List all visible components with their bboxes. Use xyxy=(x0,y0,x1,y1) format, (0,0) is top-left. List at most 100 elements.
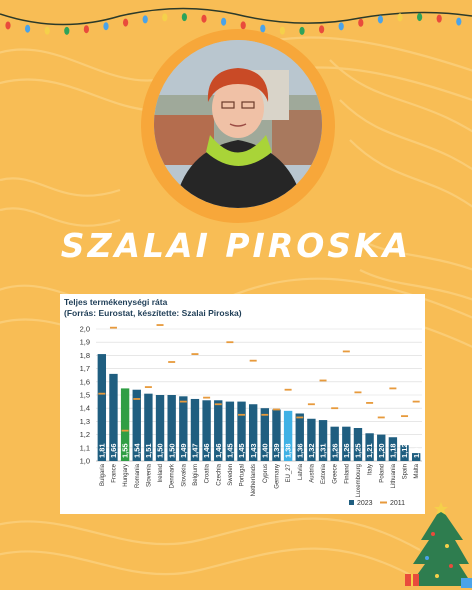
x-tick-label: Croatia xyxy=(205,463,211,483)
x-tick-label: Finland xyxy=(344,464,350,484)
x-tick-label: Sweden xyxy=(228,464,234,486)
light-bulb-icon xyxy=(279,26,285,35)
x-tick-label: Portugal xyxy=(240,464,246,486)
bar-czechia xyxy=(214,400,223,461)
x-tick-label: Germany xyxy=(274,464,280,489)
marker-2011-slovenia xyxy=(144,386,152,388)
bar-value-label: 1,20 xyxy=(377,443,386,458)
bar-italy xyxy=(365,433,374,461)
x-tick-label: Luxembourg xyxy=(356,464,362,497)
light-bulb-icon xyxy=(358,18,364,27)
bar-value-label: 1,55 xyxy=(121,443,130,458)
bar-value-label: 1,46 xyxy=(214,443,223,458)
bar-eu-27 xyxy=(283,410,293,461)
bar-value-label: 1,81 xyxy=(97,443,106,458)
x-tick-label: Slovenia xyxy=(146,463,152,487)
light-bulb-icon xyxy=(319,25,325,34)
bar-luxembourg xyxy=(353,428,363,461)
chart-card: 2,0 1,9 1,8 1,7 1,6 1,5 1,4 1,3 1,2 1,1 1,0 1,81 1,… xyxy=(60,294,425,514)
bar-germany xyxy=(272,409,281,461)
x-tick-label: Lithuania xyxy=(391,463,397,488)
y-tick-label: 1,2 xyxy=(80,430,90,439)
marker-2011-estonia xyxy=(319,379,327,382)
light-bulb-icon xyxy=(417,13,423,22)
x-tick-label: France xyxy=(111,463,117,482)
chart-title: Teljes termékenységi ráta xyxy=(64,297,168,307)
light-bulb-icon xyxy=(201,14,207,23)
bar-latvia xyxy=(295,413,304,461)
bar-value-label: 1,25 xyxy=(354,443,363,458)
bar-belgium xyxy=(190,398,200,461)
bar-portugal xyxy=(237,401,246,461)
light-bulb-icon xyxy=(5,21,11,30)
light-bulb-icon xyxy=(240,21,246,30)
x-tick-label: Austria xyxy=(309,463,315,482)
string-lights-decoration xyxy=(0,7,472,35)
bar-finland xyxy=(342,426,351,461)
light-bulb-icon xyxy=(162,13,168,22)
marker-2011-latvia xyxy=(296,416,304,419)
bar-croatia xyxy=(202,400,211,461)
y-tick-label: 2,0 xyxy=(80,325,90,334)
bar-value-label: 1,39 xyxy=(272,443,281,458)
x-tick-label: Cyprus xyxy=(263,464,269,483)
y-tick-label: 1,4 xyxy=(80,404,90,413)
bar-france xyxy=(109,373,118,461)
light-bulb-icon xyxy=(299,26,305,35)
bar-value-label: 1,12 xyxy=(400,443,409,458)
marker-2011-ireland xyxy=(156,324,164,326)
marker-2011-romania xyxy=(133,398,141,400)
light-bulb-icon xyxy=(83,25,89,34)
bar-netherlands xyxy=(248,404,258,461)
marker-2011-bulgaria xyxy=(98,392,106,395)
x-tick-label: Latvia xyxy=(298,463,304,480)
marker-2011-hungary xyxy=(121,429,129,432)
light-bulb-icon xyxy=(103,22,109,31)
marker-2011-spain xyxy=(401,415,409,418)
y-tick-label: 1,1 xyxy=(80,443,90,452)
x-tick-label: Czechia xyxy=(216,463,222,485)
bar-romania xyxy=(132,389,141,461)
light-bulb-icon xyxy=(142,15,148,24)
x-tick-label: Malta xyxy=(414,463,420,478)
bar-slovenia xyxy=(144,393,153,461)
y-tick-label: 1,6 xyxy=(80,377,90,386)
light-bulb-icon xyxy=(456,17,462,26)
bar-poland xyxy=(377,434,386,461)
light-bulb-icon xyxy=(181,13,187,22)
marker-2011-cyprus xyxy=(261,413,269,416)
bar-ireland xyxy=(155,395,165,461)
bar-value-label: 1,38 xyxy=(284,443,293,458)
bar-estonia xyxy=(318,420,328,461)
bar-malta xyxy=(411,453,421,461)
marker-2011-belgium xyxy=(191,353,199,355)
bar-spain xyxy=(400,445,409,461)
light-bulb-icon xyxy=(377,15,383,24)
bar-austria xyxy=(307,418,316,461)
bar-slovakia xyxy=(179,396,188,461)
light-bulb-icon xyxy=(338,22,344,31)
marker-2011-lithuania xyxy=(389,387,397,390)
y-tick-label: 1,9 xyxy=(80,338,90,347)
marker-2011-poland xyxy=(377,416,385,419)
person-name: SZALAI PIROSKA xyxy=(60,226,412,265)
marker-2011-malta xyxy=(412,400,420,403)
x-tick-label: Poland xyxy=(379,464,385,483)
marker-2011-italy xyxy=(366,402,374,404)
bar-sweden xyxy=(225,401,235,461)
marker-2011-austria xyxy=(307,403,315,406)
x-tick-label: Romania xyxy=(135,463,141,488)
marker-2011-denmark xyxy=(168,361,176,363)
x-tick-label: Netherlands xyxy=(251,464,257,496)
marker-2011-germany xyxy=(272,408,280,411)
y-tick-label: 1,8 xyxy=(80,351,90,360)
legend-2011-label: 2011 xyxy=(390,500,405,507)
bar-value-label: 1,66 xyxy=(109,443,118,458)
light-bulb-icon xyxy=(25,24,31,33)
bar-value-label: 1,47 xyxy=(191,443,200,458)
marker-2011-netherlands xyxy=(249,359,257,362)
light-bulb-icon xyxy=(44,26,50,35)
light-bulb-icon xyxy=(64,26,70,35)
bar-value-label: 1,46 xyxy=(202,443,211,458)
